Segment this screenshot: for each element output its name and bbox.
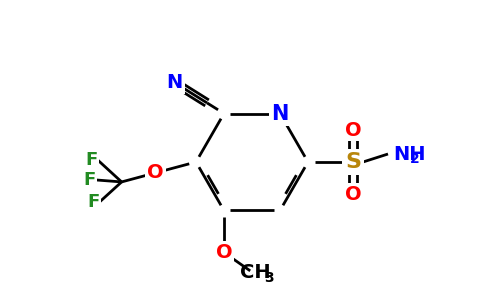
Text: O: O [345, 184, 362, 203]
Text: O: O [147, 164, 164, 182]
Text: 2: 2 [410, 152, 420, 166]
Text: F: F [84, 171, 96, 189]
Text: 3: 3 [264, 271, 274, 285]
Text: O: O [216, 243, 232, 262]
Text: CH: CH [240, 263, 271, 282]
Text: NH: NH [393, 145, 425, 164]
Text: S: S [345, 152, 361, 172]
Text: O: O [345, 121, 362, 140]
Text: N: N [166, 73, 183, 92]
Text: F: F [88, 193, 100, 211]
Text: F: F [86, 151, 98, 169]
Text: N: N [272, 103, 288, 124]
